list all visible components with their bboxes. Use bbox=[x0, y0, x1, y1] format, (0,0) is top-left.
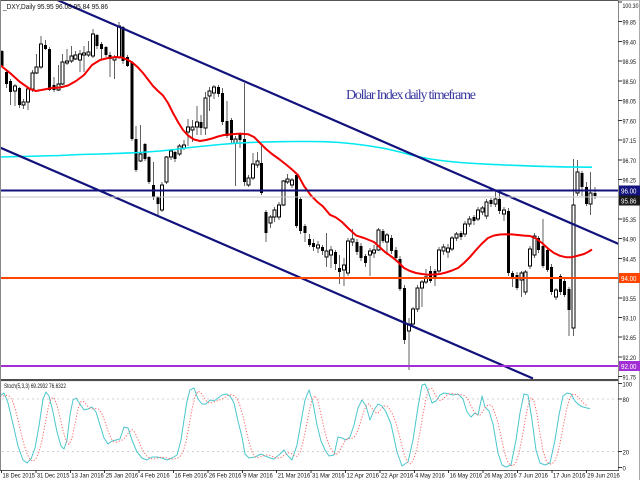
svg-text:94.90: 94.90 bbox=[623, 237, 637, 244]
svg-text:20: 20 bbox=[623, 450, 630, 457]
svg-text:95.35: 95.35 bbox=[623, 217, 637, 224]
svg-text:31 Dec 2015: 31 Dec 2015 bbox=[37, 473, 70, 480]
svg-text:100: 100 bbox=[623, 382, 633, 389]
svg-text:94.00: 94.00 bbox=[621, 276, 637, 283]
svg-text:80: 80 bbox=[623, 397, 630, 404]
svg-text:99.40: 99.40 bbox=[623, 39, 637, 46]
svg-text:17 Jun 2016: 17 Jun 2016 bbox=[553, 473, 586, 480]
svg-text:25 Jan 2016: 25 Jan 2016 bbox=[106, 473, 139, 480]
svg-text:Dollar Index daily timeframe: Dollar Index daily timeframe bbox=[346, 88, 476, 103]
svg-text:95.86: 95.86 bbox=[621, 199, 637, 206]
svg-text:31 Mar 2016: 31 Mar 2016 bbox=[312, 473, 345, 480]
svg-text:22 Apr 2016: 22 Apr 2016 bbox=[381, 473, 414, 480]
svg-text:94.45: 94.45 bbox=[623, 256, 637, 263]
svg-text:18 Dec 2015: 18 Dec 2015 bbox=[3, 473, 36, 480]
svg-text:26 May 2016: 26 May 2016 bbox=[484, 473, 517, 480]
svg-text:93.10: 93.10 bbox=[623, 316, 637, 323]
svg-text:98.05: 98.05 bbox=[623, 99, 637, 106]
svg-text:97.15: 97.15 bbox=[623, 138, 637, 145]
svg-text:99.85: 99.85 bbox=[623, 20, 637, 27]
svg-text:16 Feb 2016: 16 Feb 2016 bbox=[175, 473, 208, 480]
svg-text:93.55: 93.55 bbox=[623, 296, 637, 303]
svg-text:92.20: 92.20 bbox=[623, 355, 637, 362]
svg-text:97.60: 97.60 bbox=[623, 118, 637, 125]
svg-text:_DXY,Daily 95.95 96.08 95.84: _DXY,Daily 95.95 96.08 95.84 95.86 bbox=[2, 4, 108, 11]
svg-text:98.95: 98.95 bbox=[623, 59, 637, 66]
svg-text:7 Jun 2016: 7 Jun 2016 bbox=[519, 473, 549, 480]
svg-text:96.00: 96.00 bbox=[621, 189, 637, 196]
svg-text:4 May 2016: 4 May 2016 bbox=[415, 473, 445, 480]
svg-text:0: 0 bbox=[623, 466, 626, 473]
svg-text:96.70: 96.70 bbox=[623, 158, 637, 165]
svg-text:96.25: 96.25 bbox=[623, 177, 637, 184]
svg-text:26 Feb 2016: 26 Feb 2016 bbox=[209, 473, 242, 480]
svg-text:91.75: 91.75 bbox=[623, 375, 637, 382]
svg-text:98.50: 98.50 bbox=[623, 79, 637, 86]
svg-text:29 Jun 2016: 29 Jun 2016 bbox=[587, 473, 620, 480]
svg-text:92.00: 92.00 bbox=[621, 364, 637, 371]
svg-text:9 Mar 2016: 9 Mar 2016 bbox=[243, 473, 273, 480]
svg-text:100.30: 100.30 bbox=[623, 3, 639, 10]
svg-text:12 Apr 2016: 12 Apr 2016 bbox=[347, 473, 380, 480]
svg-text:21 Mar 2016: 21 Mar 2016 bbox=[278, 473, 311, 480]
svg-text:92.65: 92.65 bbox=[623, 335, 637, 342]
svg-text:13 Jan 2016: 13 Jan 2016 bbox=[71, 473, 104, 480]
svg-text:4 Feb 2016: 4 Feb 2016 bbox=[140, 473, 170, 480]
svg-text:Stoch(5,3,3) 69.2932 76.6322: Stoch(5,3,3) 69.2932 76.6322 bbox=[4, 383, 66, 390]
svg-text:16 May 2016: 16 May 2016 bbox=[450, 473, 483, 480]
